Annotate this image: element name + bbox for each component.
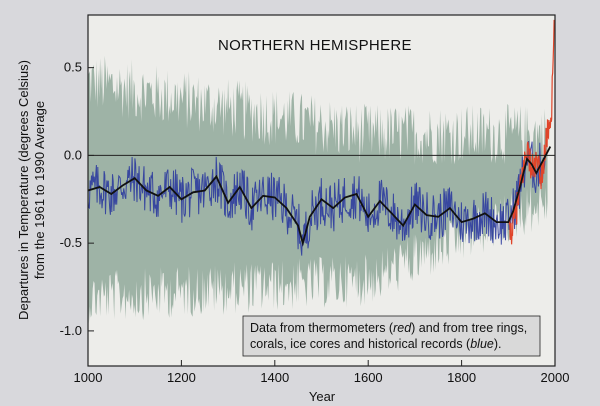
uncertainty-band bbox=[88, 55, 548, 324]
y-axis-ticks: 0.5 0.0 -0.5 -1.0 bbox=[60, 60, 94, 338]
plot-frame bbox=[87, 14, 556, 367]
y-axis-title-line1: Departures in Temperature (degrees Celsi… bbox=[16, 60, 31, 320]
legend: Data from thermometers (red) and from tr… bbox=[242, 315, 541, 357]
y-tick-label: -1.0 bbox=[60, 323, 82, 338]
x-tick-label: 1400 bbox=[260, 370, 289, 385]
x-tick-label: 1800 bbox=[447, 370, 476, 385]
legend-line2-b: blue bbox=[470, 337, 494, 351]
y-axis-title-line2: from the 1961 to 1990 Average bbox=[32, 101, 47, 279]
legend-line-2: corals, ice cores and historical records… bbox=[250, 337, 502, 351]
y-tick-label: 0.0 bbox=[64, 147, 82, 162]
legend-line1-a: Data from thermometers ( bbox=[250, 321, 394, 335]
x-axis-title: Year bbox=[309, 389, 336, 404]
legend-line1-c: ) and from tree rings, bbox=[411, 321, 527, 335]
x-axis-ticks: 1000 1200 1400 1600 1800 2000 bbox=[74, 360, 570, 385]
smoothed-series-line bbox=[88, 146, 552, 247]
legend-line2-c: ). bbox=[494, 337, 502, 351]
x-tick-label: 1600 bbox=[354, 370, 383, 385]
plot-content bbox=[88, 19, 555, 324]
x-tick-label: 1000 bbox=[74, 370, 103, 385]
y-tick-label: 0.5 bbox=[64, 60, 82, 75]
legend-line1-b: red bbox=[393, 321, 412, 335]
thermometer-series-line bbox=[508, 19, 555, 245]
x-tick-label: 2000 bbox=[541, 370, 570, 385]
x-tick-label: 1200 bbox=[167, 370, 196, 385]
legend-line-1: Data from thermometers (red) and from tr… bbox=[250, 321, 527, 335]
legend-box bbox=[242, 315, 541, 357]
chart-title: NORTHERN HEMISPHERE bbox=[218, 37, 412, 54]
y-tick-label: -0.5 bbox=[60, 235, 82, 250]
legend-line2-a: corals, ice cores and historical records… bbox=[250, 337, 471, 351]
proxy-series-line bbox=[88, 140, 546, 256]
